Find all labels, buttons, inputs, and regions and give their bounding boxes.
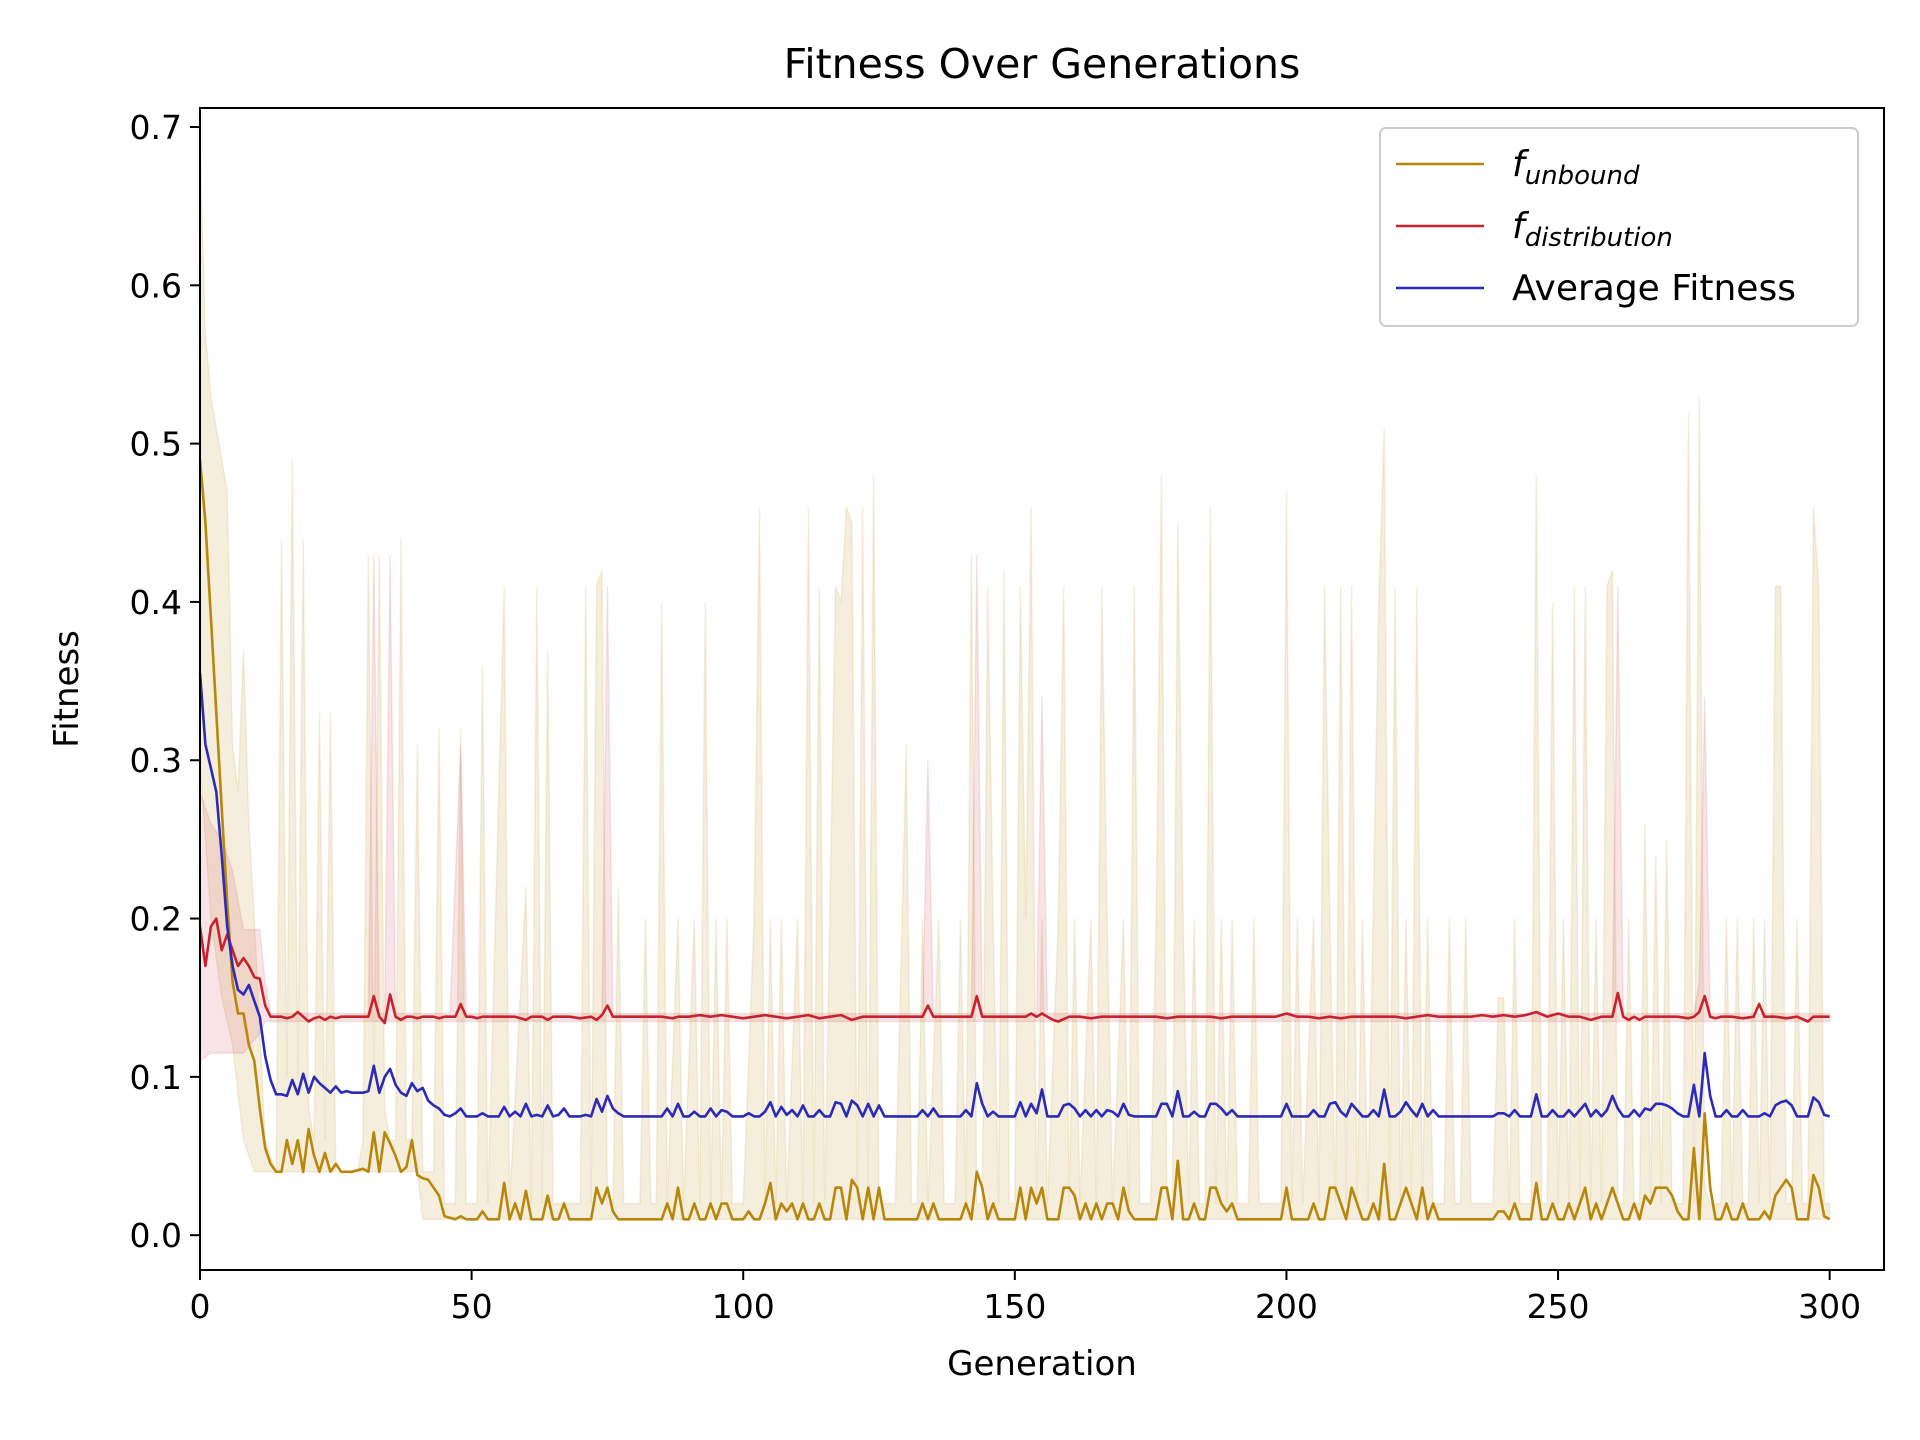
distribution-legend-label: fdistribution xyxy=(1512,206,1673,253)
y-axis-ticks: 0.0 0.1 0.2 0.3 0.4 0.5 0.6 0.7 xyxy=(130,108,200,1255)
series-lines xyxy=(198,459,1831,1221)
x-tick-label: 200 xyxy=(1255,1287,1318,1326)
x-tick-label: 50 xyxy=(451,1287,493,1326)
chart-title: Fitness Over Generations xyxy=(784,40,1301,88)
x-tick-label: 150 xyxy=(983,1287,1046,1326)
x-tick-label: 250 xyxy=(1527,1287,1590,1326)
plot-frame xyxy=(199,107,1885,1271)
y-tick-label: 0.6 xyxy=(130,266,182,305)
x-tick-label: 100 xyxy=(712,1287,775,1326)
x-axis-ticks: 0 50 100 150 200 250 300 xyxy=(190,1270,1861,1326)
distribution-band xyxy=(199,554,1831,1063)
avg-line xyxy=(198,673,1831,1118)
legend-box xyxy=(1379,127,1859,327)
y-tick-label: 0.1 xyxy=(130,1058,182,1097)
unbound-line xyxy=(198,459,1831,1221)
y-tick-label: 0.2 xyxy=(130,900,182,939)
x-tick-label: 300 xyxy=(1798,1287,1861,1326)
avg-legend-label: Average Fitness xyxy=(1512,268,1796,309)
y-tick-label: 0.4 xyxy=(130,583,182,622)
x-axis-title: Generation xyxy=(947,1344,1137,1384)
x-tick-label: 0 xyxy=(190,1287,211,1326)
y-axis-title: Fitness xyxy=(47,630,87,748)
y-tick-label: 0.7 xyxy=(130,108,182,147)
y-tick-label: 0.0 xyxy=(130,1216,182,1255)
y-tick-label: 0.5 xyxy=(130,425,182,464)
distribution-line xyxy=(198,917,1830,1025)
y-tick-label: 0.3 xyxy=(130,741,182,780)
